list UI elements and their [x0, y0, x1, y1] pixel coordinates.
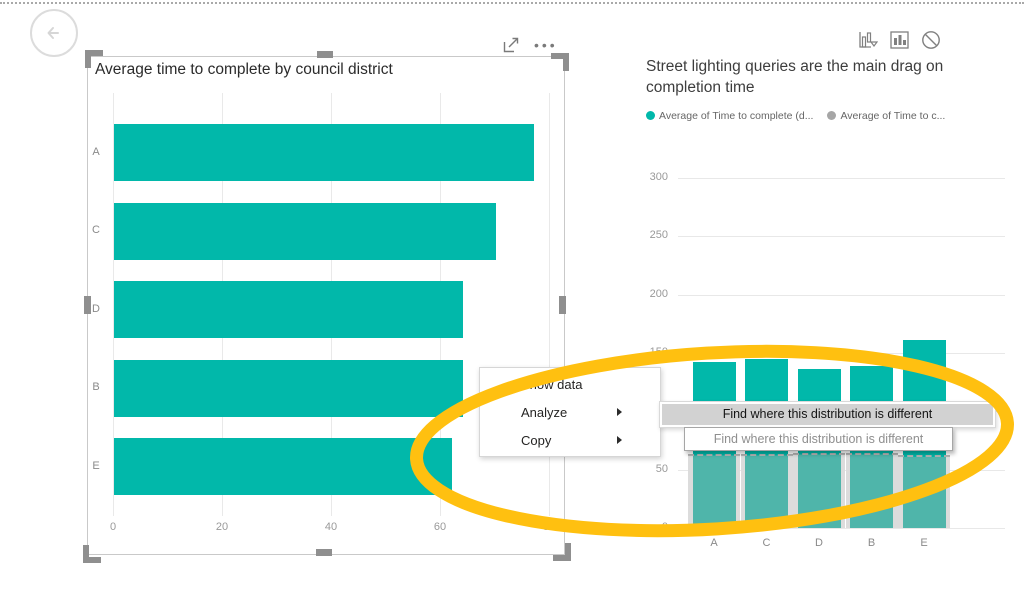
right-chart-gridline — [678, 236, 1005, 238]
reference-dash-line — [793, 452, 845, 455]
analyze-submenu: Find where this distribution is differen… — [659, 401, 996, 428]
menu-item-analyze[interactable]: Analyze — [480, 398, 660, 426]
left-chart-x-tick: 0 — [109, 521, 117, 533]
back-arrow-icon — [42, 21, 66, 45]
left-chart-x-tick: 60 — [433, 521, 447, 533]
submenu-arrow-icon — [617, 408, 622, 416]
right-chart-gridline — [678, 528, 1005, 529]
right-chart-y-tick: 300 — [649, 171, 668, 183]
top-dotted-divider — [0, 2, 1024, 4]
left-visual-title: Average time to complete by council dist… — [95, 61, 393, 78]
left-chart-x-tick: 40 — [324, 521, 338, 533]
context-menu: Show data Analyze Copy — [479, 367, 661, 457]
reference-dash-line — [740, 453, 793, 456]
back-button[interactable] — [30, 9, 78, 57]
right-visual-header — [858, 30, 941, 50]
left-chart-x-tick: 80 — [542, 521, 556, 533]
right-visual-title: Street lighting queries are the main dra… — [646, 58, 944, 97]
resize-handle-bottom-left[interactable] — [83, 545, 101, 563]
right-chart-y-tick: 250 — [649, 229, 668, 242]
focus-mode-icon[interactable] — [503, 36, 520, 53]
left-chart-category-label: A — [92, 145, 100, 158]
resize-handle-right-middle[interactable] — [559, 296, 566, 314]
right-chart-y-tick: 0 — [661, 521, 668, 533]
legend: Average of Time to complete (d... Averag… — [646, 110, 945, 122]
right-chart-category-label: D — [815, 537, 823, 549]
bar-C[interactable] — [114, 202, 496, 260]
legend-dot-teal-icon — [646, 111, 655, 120]
more-options-icon[interactable]: ••• — [534, 36, 558, 53]
right-chart-gridline — [678, 178, 1005, 179]
resize-handle-top-right[interactable] — [551, 53, 569, 71]
legend-dot-gray-icon — [827, 111, 837, 120]
right-chart-y-tick: 200 — [649, 287, 668, 300]
right-chart-y-tick: 150 — [649, 346, 668, 358]
left-chart-gridline — [113, 93, 114, 516]
legend-item[interactable]: Average of Time to c... — [827, 110, 945, 122]
menu-item-find-distribution-different[interactable]: Find where this distribution is differen… — [662, 404, 993, 425]
legend-item[interactable]: Average of Time to complete (d... — [646, 110, 813, 122]
right-chart-category-label: A — [710, 537, 718, 549]
resize-handle-bottom-middle[interactable] — [316, 549, 332, 556]
resize-handle-top-left[interactable] — [85, 50, 103, 68]
left-chart-category-label: D — [92, 302, 100, 315]
resize-handle-left-middle[interactable] — [84, 296, 91, 314]
left-chart-category-label: E — [92, 459, 100, 472]
menu-item-show-data[interactable]: Show data — [521, 376, 583, 392]
left-visual-header: ••• — [503, 36, 558, 53]
no-interaction-icon[interactable] — [921, 30, 941, 50]
bar-B[interactable] — [114, 359, 463, 417]
reference-dash-line — [898, 454, 950, 457]
analyze-bars-icon[interactable] — [858, 31, 878, 49]
reference-dash-line — [845, 452, 898, 455]
resize-handle-bottom-right[interactable] — [553, 543, 571, 561]
left-chart-category-label: B — [92, 381, 100, 393]
left-chart-category-label: C — [92, 224, 100, 236]
tooltip: Find where this distribution is differen… — [684, 427, 953, 451]
right-chart-gridline — [678, 294, 1005, 296]
right-chart-category-label: B — [867, 537, 876, 549]
menu-item-copy[interactable]: Copy — [480, 426, 660, 454]
right-chart-category-label: C — [762, 537, 771, 549]
bar-A[interactable] — [114, 124, 534, 181]
resize-handle-top-middle[interactable] — [317, 51, 333, 58]
submenu-arrow-icon — [617, 436, 622, 444]
right-chart-y-tick: 50 — [655, 462, 668, 475]
right-chart-gridline — [678, 353, 1005, 354]
bar-D[interactable] — [114, 281, 463, 338]
reference-dash-line — [688, 453, 740, 456]
right-chart-category-label: E — [920, 537, 928, 549]
left-chart-gridline — [549, 93, 550, 516]
left-chart-x-tick: 20 — [215, 521, 229, 533]
bar-E[interactable] — [114, 438, 452, 495]
bar-chart-icon[interactable] — [890, 31, 909, 49]
